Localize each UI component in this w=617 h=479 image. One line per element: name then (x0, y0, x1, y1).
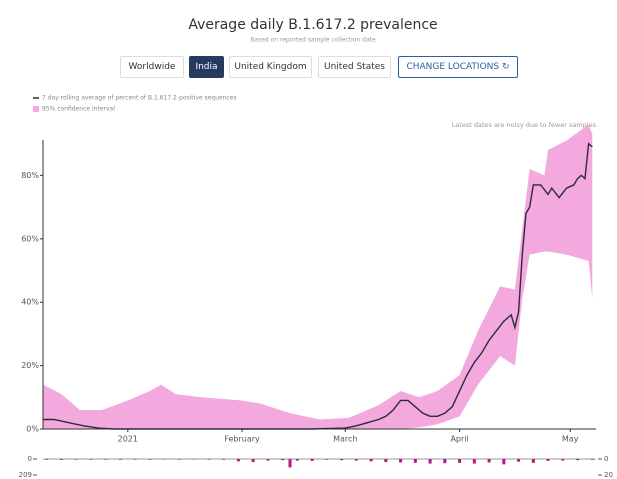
sample-bar (222, 459, 226, 460)
sample-bar (310, 459, 314, 461)
sample-bar (288, 459, 292, 468)
strip-tick-label: 20 (604, 471, 613, 479)
sample-bar (133, 459, 137, 460)
sample-bar (428, 459, 432, 464)
sample-bar (502, 459, 506, 465)
strip-tick-label: 0 (28, 455, 32, 463)
sample-bar (295, 459, 299, 461)
sample-bar (281, 459, 285, 461)
location-button[interactable]: India (189, 56, 224, 78)
y-tick-label: 40% (21, 298, 39, 307)
sample-bar (399, 459, 403, 463)
change-locations-button[interactable]: CHANGE LOCATIONS ↻ (398, 56, 518, 78)
button-label: CHANGE LOCATIONS (406, 62, 500, 72)
sample-bar (45, 459, 49, 460)
sample-bar (236, 459, 240, 462)
sample-bar (384, 459, 388, 463)
chart-title: Average daily B.1.617.2 prevalence (188, 17, 437, 33)
sample-bar (74, 459, 78, 460)
sample-bar (472, 459, 476, 464)
x-tick-label: March (333, 435, 357, 444)
sample-bar (561, 459, 565, 461)
y-tick-label: 0% (26, 425, 39, 434)
sample-bar (148, 459, 152, 460)
sample-bar (325, 459, 329, 460)
x-tick-label: May (562, 435, 579, 444)
sample-bar (340, 459, 344, 461)
location-button[interactable]: Worldwide (120, 56, 184, 78)
sample-bar (104, 459, 108, 460)
location-button[interactable]: United States (318, 56, 391, 78)
y-tick-label: 60% (21, 234, 39, 243)
x-tick-label: 2021 (118, 435, 138, 444)
sample-bar (207, 459, 211, 460)
sample-bar (546, 459, 550, 461)
location-button[interactable]: United Kingdom (229, 56, 312, 78)
confidence-band (43, 124, 593, 430)
sample-bar (517, 459, 521, 462)
sample-bar (413, 459, 417, 463)
line (43, 142, 593, 430)
sample-bar (590, 459, 594, 460)
x-tick-label: April (450, 435, 468, 444)
sample-bar (59, 459, 63, 460)
sample-bar (443, 459, 447, 464)
x-tick-label: February (224, 435, 260, 444)
strip-tick-label: 0 (604, 455, 608, 463)
refresh-icon: ↻ (502, 62, 510, 72)
sample-bar (89, 459, 93, 460)
annotation: Latest dates are noisy due to fewer samp… (452, 121, 597, 129)
sample-bar (266, 459, 270, 461)
legend-swatch (33, 106, 39, 112)
sample-bar (251, 459, 255, 463)
sample-bar (531, 459, 535, 463)
y-tick-label: 20% (21, 361, 39, 370)
legend-label: 95% confidence interval (42, 106, 115, 113)
legend-label: 7 day rolling average of percent of B.1.… (42, 95, 237, 102)
sample-bar (177, 459, 181, 460)
strip-tick-label: 209 (19, 471, 32, 479)
chart-subtitle: Based on reported sample collection date (250, 37, 376, 44)
sample-bar (369, 459, 373, 462)
sample-bar (576, 459, 580, 461)
sample-bar (487, 459, 491, 463)
sample-bar (118, 459, 122, 460)
y-tick-label: 80% (21, 171, 39, 180)
sample-bar (458, 459, 462, 463)
sample-bar (354, 459, 358, 461)
